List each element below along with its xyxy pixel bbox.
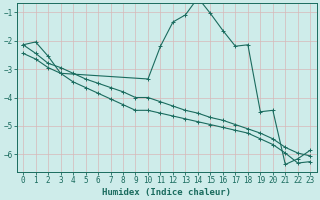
X-axis label: Humidex (Indice chaleur): Humidex (Indice chaleur) [102, 188, 231, 197]
